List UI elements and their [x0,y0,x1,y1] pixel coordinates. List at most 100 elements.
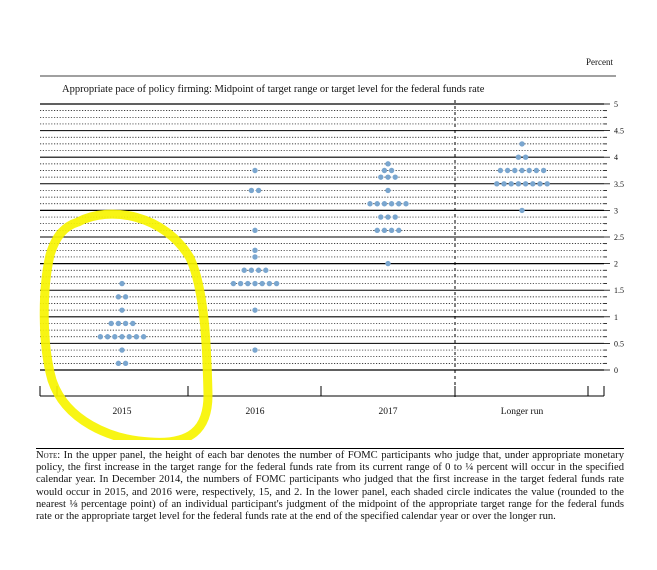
projection-dot [494,181,500,187]
x-axis [39,386,605,397]
x-category-label: 2015 [113,407,132,417]
tick-labels: 0 0.5 1 1.5 2 2.5 3 3.5 4 4.5 5 2015 2016 2017 Longer … [113,100,625,417]
y-tick-label: 0.5 [614,339,624,348]
projection-dot [248,187,255,194]
projection-dot [396,201,402,207]
projection-dot [403,201,409,207]
footnote-body: In the upper panel, the height of each b… [36,450,625,523]
y-tick-label: 5 [614,100,618,109]
projection-dot [522,154,529,160]
grid-lines [40,75,616,398]
projection-dot [519,207,525,214]
projection-dot [385,174,391,180]
projection-dot [241,267,247,273]
dot-plot-chart: 0 0.5 1 1.5 2 2.5 3 3.5 4 4.5 5 2015 2016 2017 Longer … [39,75,625,440]
projection-dot [122,294,129,300]
projection-dot [119,334,125,340]
projection-dot [388,201,395,207]
projection-dot [533,167,540,174]
projection-dot [392,214,398,220]
x-category-label: 2017 [379,407,398,417]
projection-dot [115,320,122,327]
projection-dot [122,320,129,327]
projection-dot [259,280,265,287]
projection-dot [97,334,104,340]
projection-dot [255,187,262,194]
chart-title: Appropriate pace of policy firming: Midp… [62,84,485,95]
projection-dot [115,294,122,300]
dots [97,141,550,367]
y-tick-label: 4 [614,153,618,162]
projection-dot [385,214,391,220]
projection-dot [374,227,380,234]
projection-dot [374,201,380,207]
projection-dot [388,227,395,234]
projection-dot [497,167,504,174]
projection-dot [248,267,255,273]
projection-dot [237,280,244,287]
projection-dot [378,214,384,220]
projection-dot [252,307,258,313]
x-category-label: 2016 [246,407,265,417]
projection-dot [245,280,251,287]
projection-dot [537,181,543,187]
projection-dot [119,307,125,313]
y-tick-label: 4.5 [614,127,624,136]
projection-dot [115,360,122,367]
projection-dot [266,280,273,287]
projection-dot [252,254,258,260]
projection-dot [255,267,262,273]
projection-dot [133,334,140,340]
projection-dot [378,174,384,180]
y-tick-label: 1 [614,313,618,322]
projection-dot [508,181,514,187]
projection-dot [381,201,388,207]
y-tick-label: 0 [614,366,618,375]
projection-dot [122,360,129,367]
projection-dot [252,247,258,253]
unit-label: Percent [586,57,613,67]
projection-dot [263,267,269,273]
projection-dot [381,227,388,234]
projection-dot [381,167,388,174]
projection-dot [367,201,373,207]
projection-dot [385,187,391,194]
projection-dot [519,141,525,147]
projection-dot [519,167,525,174]
y-tick-label: 1.5 [614,286,624,295]
projection-dot [230,280,237,287]
projection-dot [252,280,258,287]
projection-dot [515,154,522,160]
projection-dot [130,320,136,327]
projection-dot [119,280,125,287]
y-tick-label: 2 [614,260,618,269]
projection-dot [252,347,258,353]
projection-dot [501,181,507,187]
projection-dot [273,280,280,287]
y-tick-label: 3.5 [614,180,624,189]
footnote-head: Note: [36,450,61,461]
projection-dot [119,347,125,353]
projection-dot [385,260,391,267]
projection-dot [396,227,402,234]
projection-dot [540,167,547,174]
projection-dot [126,334,132,340]
projection-dot [544,181,550,187]
projection-dot [522,181,529,187]
projection-dot [512,167,518,174]
projection-dot [526,167,532,174]
projection-dot [392,174,398,180]
projection-dot [252,167,258,174]
projection-dot [530,181,536,187]
x-category-label: Longer run [501,407,544,417]
projection-dot [140,334,147,340]
y-tick-label: 3 [614,206,618,215]
highlight-circle-annotation [39,209,213,440]
projection-dot [252,227,258,234]
y-tick-label: 2.5 [614,233,624,242]
projection-dot [504,167,511,174]
projection-dot [385,161,391,167]
footnote: Note: In the upper panel, the height of … [36,448,624,523]
projection-dot [112,334,118,340]
projection-dot [515,181,522,187]
